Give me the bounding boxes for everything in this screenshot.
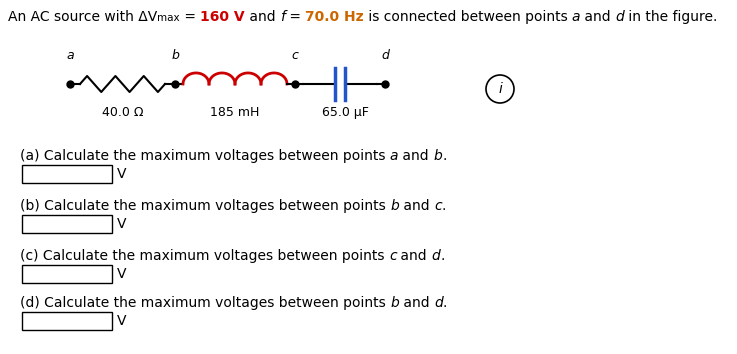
Text: .: . xyxy=(440,249,444,263)
Text: d: d xyxy=(615,10,624,24)
Text: b: b xyxy=(390,199,399,213)
Bar xyxy=(22,165,112,183)
Text: V: V xyxy=(117,267,127,281)
Text: and: and xyxy=(245,10,280,24)
Text: 185 mH: 185 mH xyxy=(210,106,259,119)
Bar xyxy=(22,215,112,233)
Bar xyxy=(22,265,112,283)
Text: An AC source with ΔV: An AC source with ΔV xyxy=(8,10,157,24)
Text: =: = xyxy=(284,10,305,24)
Text: =: = xyxy=(180,10,200,24)
Text: and: and xyxy=(397,249,431,263)
Text: .: . xyxy=(443,296,447,310)
Text: c: c xyxy=(389,249,397,263)
Text: (a) Calculate the maximum voltages between points: (a) Calculate the maximum voltages betwe… xyxy=(20,149,390,163)
Text: and: and xyxy=(399,296,434,310)
Bar xyxy=(22,312,112,330)
Text: a: a xyxy=(572,10,580,24)
Text: b: b xyxy=(433,149,442,163)
Text: c: c xyxy=(434,199,441,213)
Text: f: f xyxy=(280,10,284,24)
Text: 70.0 Hz: 70.0 Hz xyxy=(305,10,364,24)
Text: 160 V: 160 V xyxy=(200,10,245,24)
Text: 40.0 Ω: 40.0 Ω xyxy=(102,106,143,119)
Text: (b) Calculate the maximum voltages between points: (b) Calculate the maximum voltages betwe… xyxy=(20,199,390,213)
Text: V: V xyxy=(117,217,127,231)
Text: b: b xyxy=(171,49,179,62)
Text: (d) Calculate the maximum voltages between points: (d) Calculate the maximum voltages betwe… xyxy=(20,296,390,310)
Text: d: d xyxy=(381,49,389,62)
Text: i: i xyxy=(498,82,502,96)
Text: .: . xyxy=(441,199,446,213)
Text: and: and xyxy=(580,10,615,24)
Text: b: b xyxy=(390,296,399,310)
Text: a: a xyxy=(390,149,399,163)
Text: 65.0 μF: 65.0 μF xyxy=(321,106,368,119)
Text: (c) Calculate the maximum voltages between points: (c) Calculate the maximum voltages betwe… xyxy=(20,249,389,263)
Text: and: and xyxy=(399,149,433,163)
Text: in the figure.: in the figure. xyxy=(624,10,718,24)
Text: max: max xyxy=(157,13,180,23)
Text: is connected between points: is connected between points xyxy=(364,10,572,24)
Text: V: V xyxy=(117,314,127,328)
Text: .: . xyxy=(442,149,447,163)
Text: a: a xyxy=(66,49,74,62)
Text: c: c xyxy=(292,49,298,62)
Text: and: and xyxy=(399,199,434,213)
Text: V: V xyxy=(117,167,127,181)
Text: d: d xyxy=(431,249,440,263)
Text: d: d xyxy=(434,296,443,310)
